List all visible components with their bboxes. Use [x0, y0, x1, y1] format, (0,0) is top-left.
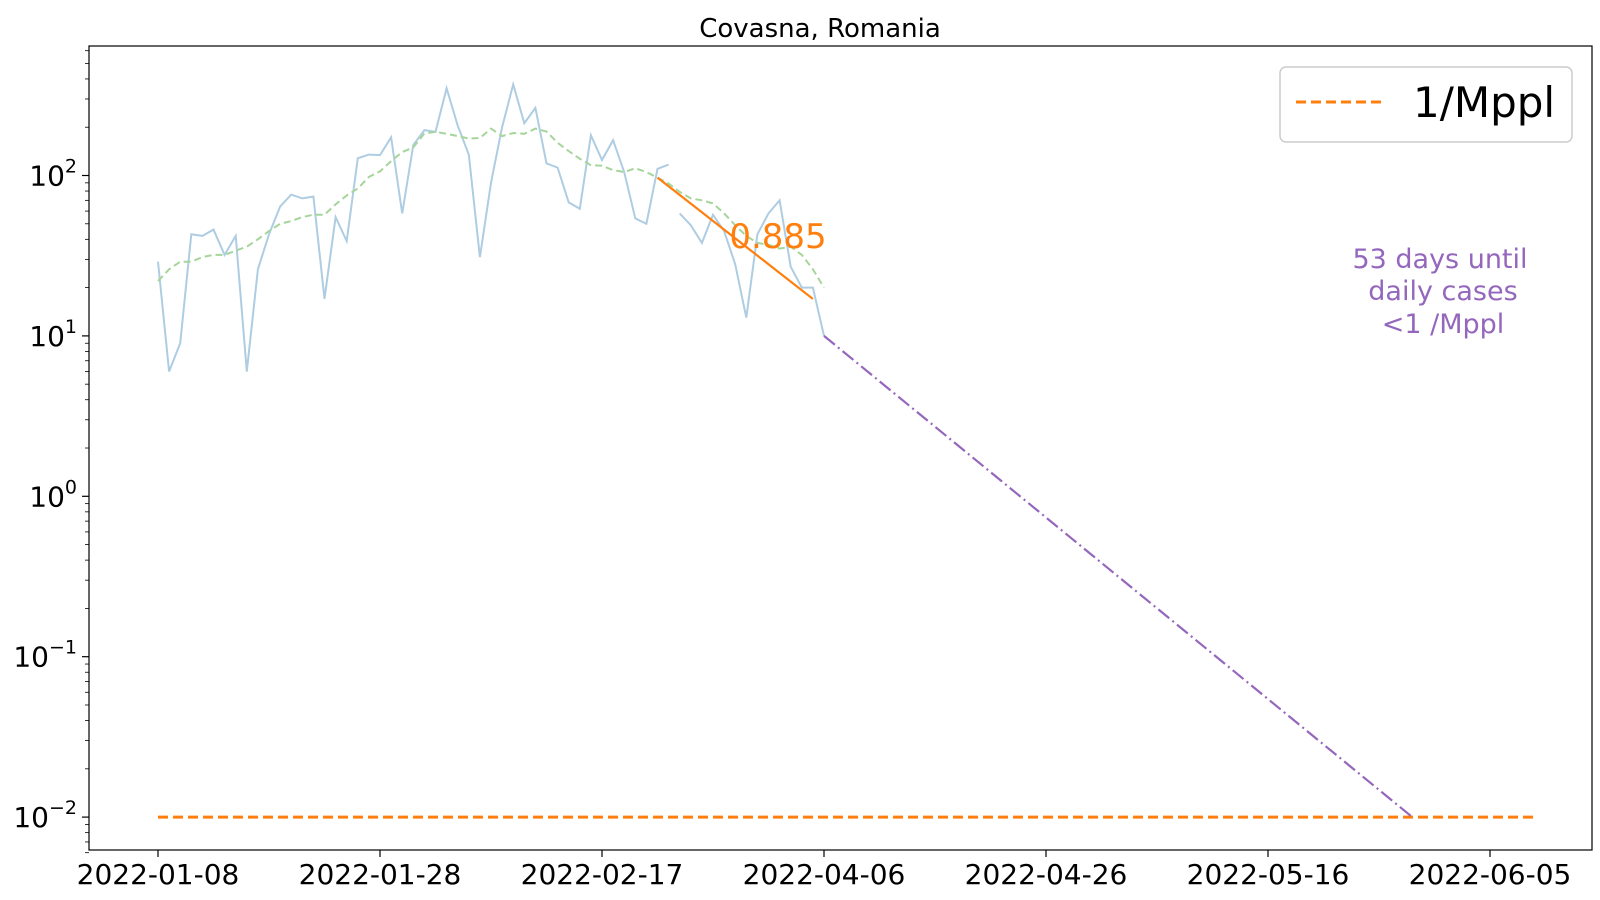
daily-cases-line [157, 80, 669, 372]
annotation-line-3: <1 /Mppl [1382, 309, 1505, 340]
y-tick-label: 101 [29, 316, 77, 353]
daily-cases-line [678, 198, 825, 337]
y-tick-label: 102 [29, 156, 77, 193]
annotation-line-1: 53 days until [1352, 244, 1527, 275]
x-tick-label: 2022-01-08 [77, 858, 240, 891]
y-tick-label: 10−2 [13, 797, 77, 834]
projection-line [823, 335, 1413, 818]
x-tick-label: 2022-04-06 [743, 858, 906, 891]
annotation: 53 days until daily cases <1 /Mppl [1352, 244, 1527, 340]
rolling-average-line [157, 127, 825, 289]
plot-frame [88, 45, 1593, 851]
legend: 1/Mppl [1279, 66, 1573, 143]
annotation-line-2: daily cases [1368, 276, 1517, 307]
x-tick-label: 2022-05-16 [1187, 858, 1350, 891]
x-tick-label: 2022-02-17 [521, 858, 684, 891]
x-tick-label: 2022-01-28 [299, 858, 462, 891]
fit-line [656, 176, 814, 300]
chart-title: Covasna, Romania [699, 14, 941, 44]
x-tick-label: 2022-04-26 [965, 858, 1128, 891]
y-tick-label: 100 [29, 476, 77, 513]
x-tick-label: 2022-06-05 [1409, 858, 1572, 891]
legend-label: 1/Mppl [1413, 78, 1555, 127]
y-tick-label: 10−1 [13, 637, 77, 674]
data-marks [157, 80, 1535, 819]
legend-box [1279, 66, 1573, 143]
fit-slope-label: 0.885 [729, 217, 826, 257]
